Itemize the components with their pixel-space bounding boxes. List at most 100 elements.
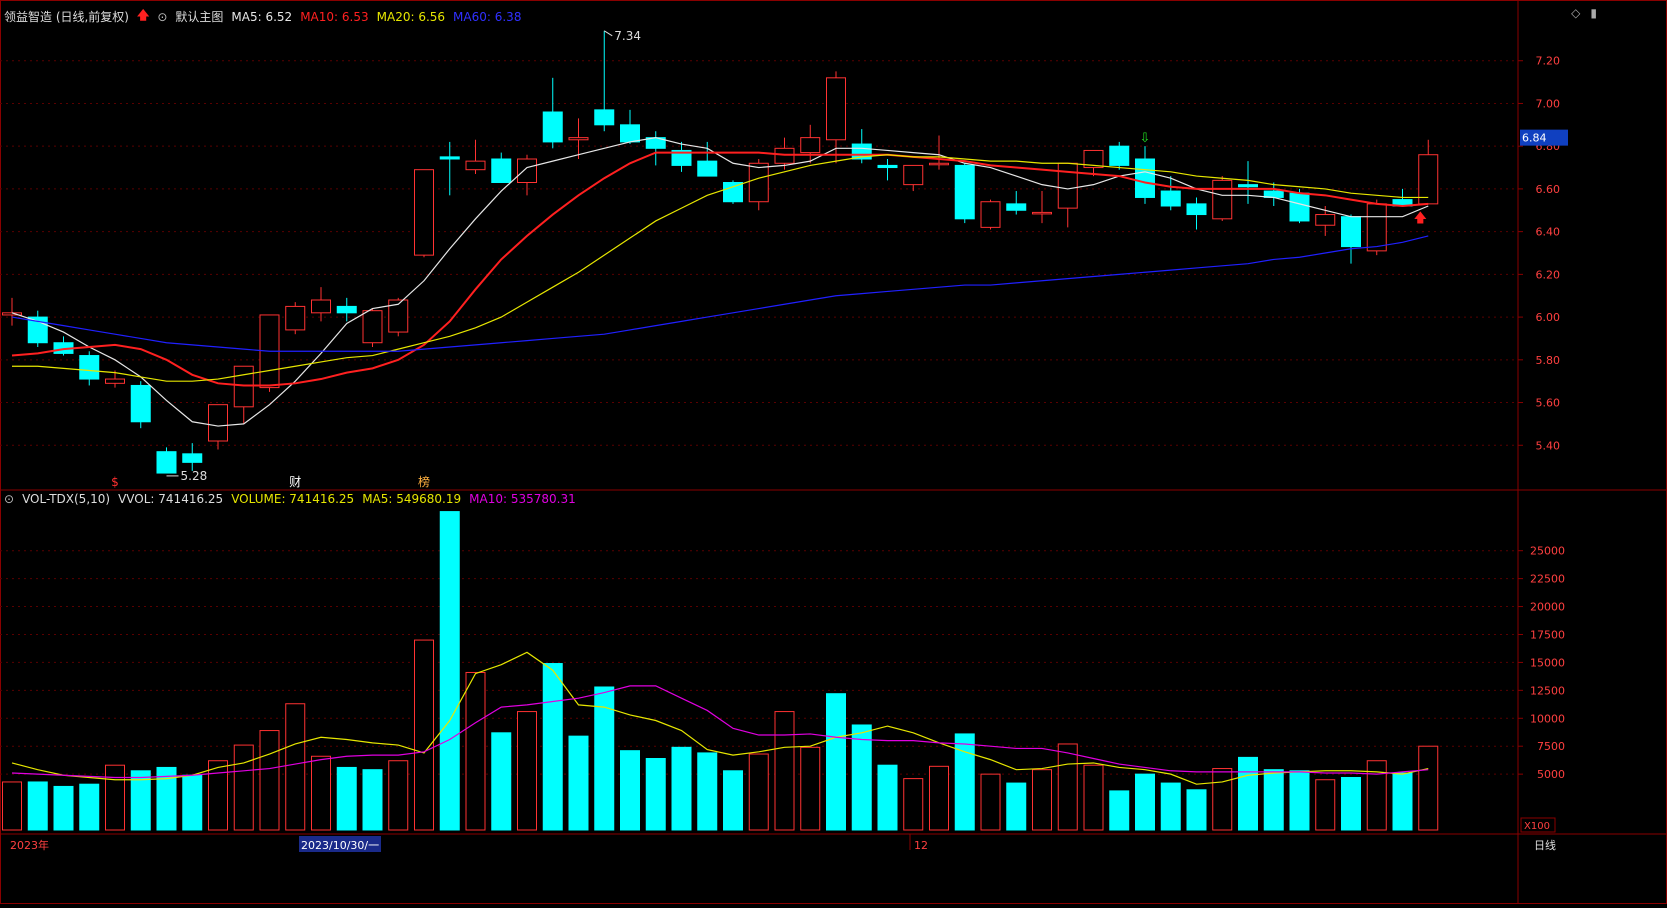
candle-body [156,451,177,474]
event-marker-ranking: 榜 [418,474,430,489]
volume-tick-label: 20000 [1530,601,1565,614]
candle-body [1418,154,1439,205]
vol-indicator-label[interactable]: VOL-TDX(5,10) [22,492,111,506]
corner-icons: ◇ ▮ [1571,6,1597,20]
stock-title[interactable]: 领益智造 (日线,前复权) [4,10,129,24]
volume-bar [800,746,821,831]
volume-bar [671,746,692,831]
volume-bar [465,671,486,831]
chevron-down-icon[interactable]: ⊙ [4,492,15,506]
candle-body [620,124,640,143]
candle-body [285,305,306,331]
volume-bar [491,732,512,831]
event-marker-dividend: $ [111,475,119,489]
last-price-box [1520,129,1568,146]
green-down-arrow-icon: ⇩ [1140,131,1151,146]
volume-bar [1032,769,1052,831]
menu-icon[interactable]: ▮ [1590,6,1597,20]
price-tick-label: 5.60 [1536,397,1561,410]
ma10-legend: MA10: 6.53 [300,9,369,24]
volume-bar [929,765,949,831]
volume-bar [1418,745,1439,831]
date-cursor-box [299,836,381,852]
vvol-legend: VVOL: 741416.25 [118,492,224,506]
volume-bar [826,693,846,831]
volume-bar [542,663,563,831]
candle-body [800,137,821,154]
volume-bar [1109,790,1130,831]
volume-bar [723,770,743,831]
volume-bar [311,755,331,831]
volume-multiplier-label: X100 [1524,821,1550,832]
price-tick-label: 7.00 [1536,97,1561,110]
high-price-label: 7.34 [614,29,641,43]
volume-bar [388,760,409,831]
candle-body [671,149,692,166]
candle-body [568,137,589,141]
candle-body [1186,203,1207,216]
volume-bar [233,744,254,831]
diamond-icon[interactable]: ◇ [1571,6,1581,20]
volume-legend-value: VOLUME: 741416.25 [231,492,355,506]
x-axis-label-year: 2023年 [10,838,49,852]
candle-body [1057,162,1078,209]
price-tick-label: 6.20 [1536,268,1561,281]
price-tick-label: 5.40 [1536,439,1561,452]
chevron-down-icon[interactable]: ⊙ [157,9,168,24]
volume-bar [517,711,537,831]
candle-body [594,109,615,126]
candle-body [1341,216,1361,248]
main-chart-label[interactable]: 默认主图 [175,10,224,24]
candle-body [233,365,254,408]
volume-tick-label: 22500 [1530,573,1565,586]
volume-bar [851,724,872,831]
volume-tick-label: 7500 [1537,740,1565,753]
volume-bar [1341,776,1361,831]
candle-body [697,160,718,177]
candle-body [723,182,743,203]
volume-bar [645,757,666,831]
volume-bar [182,774,203,831]
price-tick-label: 6.00 [1536,311,1561,324]
multiplier-box [1520,817,1556,833]
volume-bar [130,770,151,831]
high-pointer [603,30,613,37]
x-axis-label-month: 12 [914,839,928,852]
candle-body [1006,203,1027,211]
main-legend: 领益智造 (日线,前复权) 🡅 ⊙ 默认主图 MA5: 6.52 MA10: 6… [4,6,521,27]
volume-bar [285,703,306,831]
volume-bar [1083,764,1104,831]
ma5-legend: MA5: 6.52 [231,9,293,24]
volume-bar [774,711,795,831]
volume-bar [1289,770,1310,831]
volume-bar [259,730,280,831]
volume-bar [1263,769,1284,831]
candle-body [748,162,769,203]
volume-ma10-line [11,685,1429,779]
vol-ma5-legend: MA5: 549680.19 [362,492,462,506]
volume-bar [954,733,975,831]
last-price-label: 6.84 [1522,132,1547,145]
candle-body [1366,203,1387,252]
candle-body [388,299,409,333]
volume-bar [27,781,48,831]
candle-body [491,158,512,183]
candle-body [980,201,1001,228]
ma10-line [11,151,1429,387]
price-tick-label: 5.80 [1536,354,1561,367]
candle-body [954,164,975,220]
volume-bar [414,639,434,831]
volume-bar [903,778,924,831]
volume-bar [439,511,460,831]
volume-bar [1057,743,1078,831]
volume-bar [1392,772,1413,831]
ma60-legend: MA60: 6.38 [453,9,522,24]
candle-body [439,156,460,160]
ma60-line [11,235,1429,352]
volume-bar [748,753,769,831]
volume-bar [1238,756,1258,831]
volume-bar [1366,760,1387,831]
candle-body [79,355,100,380]
candle-body [465,160,486,171]
